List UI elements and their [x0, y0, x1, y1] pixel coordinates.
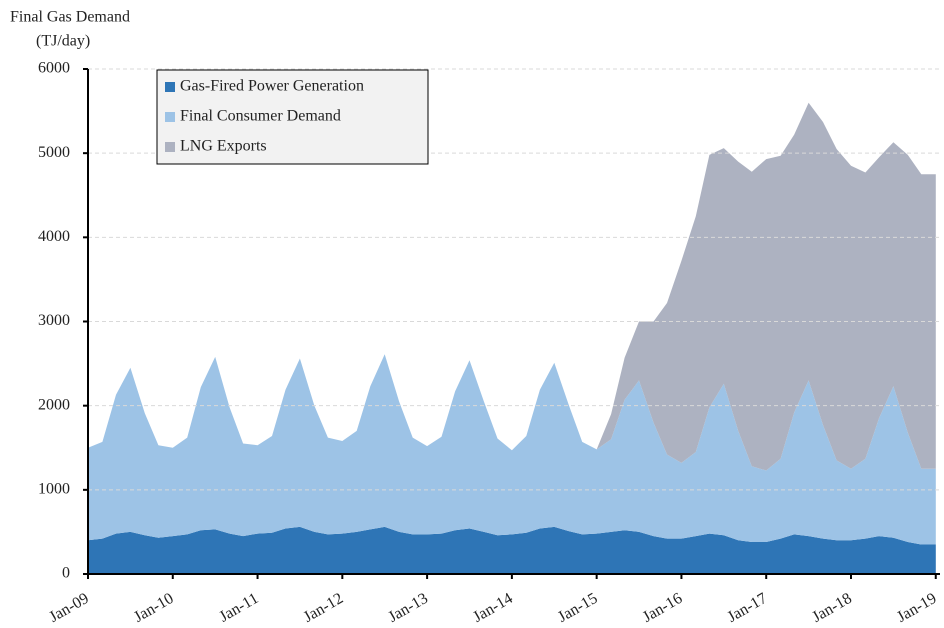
x-tick-label: Jan-10: [131, 590, 176, 626]
x-tick-label: Jan-15: [555, 590, 600, 626]
y-tick-label: 5000: [38, 144, 70, 161]
legend-label: LNG Exports: [180, 138, 267, 155]
x-tick-label: Jan-16: [640, 590, 685, 626]
x-tick-label: Jan-18: [809, 590, 854, 626]
x-tick-label: Jan-17: [725, 590, 770, 626]
y-tick-label: 4000: [38, 228, 70, 245]
x-tick-label: Jan-12: [301, 590, 346, 626]
y-tick-label: 3000: [38, 312, 70, 329]
areas: [88, 102, 936, 574]
legend-label: Gas-Fired Power Generation: [180, 78, 364, 95]
x-tick-label: Jan-09: [46, 590, 91, 626]
legend-swatch: [165, 82, 175, 92]
x-tick-label: Jan-13: [385, 590, 430, 626]
y-tick-label: 2000: [38, 396, 70, 413]
x-tick-label: Jan-11: [216, 590, 261, 626]
y-tick-label: 1000: [38, 481, 70, 498]
area: [88, 102, 936, 471]
y-axis-title: Final Gas Demand: [10, 9, 130, 26]
area: [88, 526, 936, 574]
x-tick-label: Jan-14: [470, 590, 515, 626]
y-tick-label: 0: [62, 565, 70, 582]
legend-label: Final Consumer Demand: [180, 108, 341, 125]
y-axis-unit: (TJ/day): [36, 33, 90, 50]
x-tick-label: Jan-19: [894, 590, 939, 626]
y-tick-label: 6000: [38, 60, 70, 77]
legend-swatch: [165, 142, 175, 152]
legend-box: [156, 69, 429, 165]
area: [88, 354, 936, 545]
legend-swatch: [165, 112, 175, 122]
